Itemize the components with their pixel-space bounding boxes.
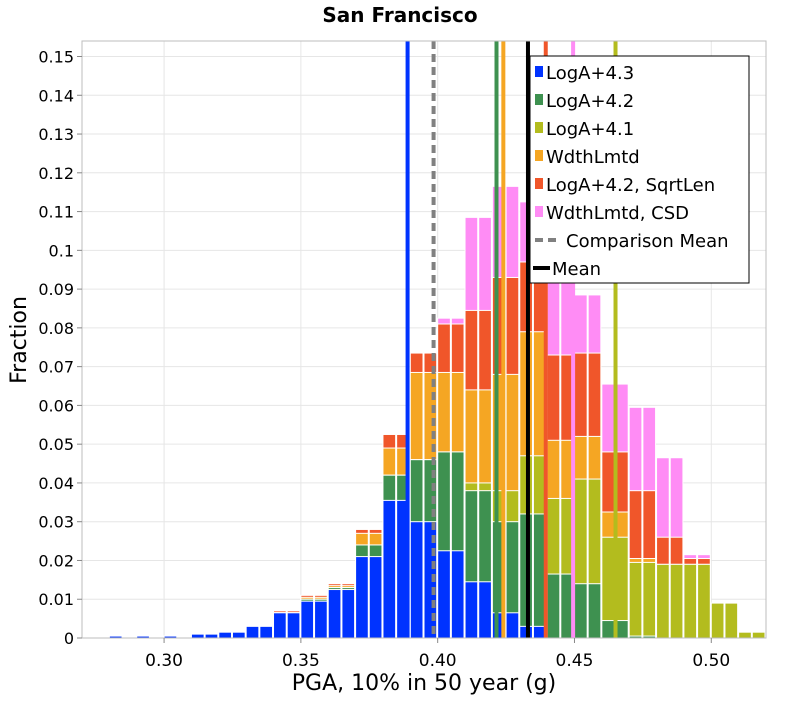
bar-loga-4-2 <box>546 573 561 639</box>
y-axis-ticks: 0 0.01 0.02 0.03 0.04 0.05 0.06 0.07 0.08 0.09 0.1… <box>38 48 82 648</box>
bar-loga-4-3 <box>245 625 260 639</box>
bar-loga-4-3 <box>314 600 328 639</box>
bar-loga-4-1 <box>669 563 684 639</box>
y-tick-label: 0.15 <box>38 48 74 67</box>
bar-loga-4-3 <box>341 589 356 639</box>
x-tick-label: 0.30 <box>145 651 183 671</box>
y-tick-label: 0.06 <box>38 396 74 415</box>
bar-loga-4-3 <box>327 589 342 639</box>
y-tick-label: 0.05 <box>38 435 74 454</box>
y-tick-label: 0.12 <box>38 164 74 183</box>
bar-loga-4-3 <box>505 612 520 639</box>
y-tick-label: 0.01 <box>38 590 74 609</box>
legend-label: WdthLmtd <box>546 147 640 168</box>
bar-loga-4-1 <box>642 561 657 639</box>
bar-loga-4-1 <box>724 602 739 639</box>
bar-loga-4-1 <box>683 563 698 639</box>
legend: LogA+4.3 LogA+4.2 LogA+4.1 WdthLmtd LogA+4.2… <box>529 55 750 284</box>
bar-loga-4-3 <box>218 631 232 639</box>
bar-loga-4-1 <box>656 563 670 639</box>
bar-loga-4-1 <box>710 602 725 639</box>
x-tick-label: 0.35 <box>282 651 320 671</box>
legend-label: LogA+4.3 <box>546 63 634 84</box>
bar-loga-4-3 <box>437 550 451 639</box>
legend-swatch <box>535 150 543 161</box>
plot-frame <box>81 40 767 639</box>
legend-label: LogA+4.2 <box>546 91 634 112</box>
legend-box <box>529 55 750 284</box>
legend-label: LogA+4.1 <box>546 119 634 140</box>
bar-loga-4-3 <box>464 581 479 639</box>
bar-loga-4-3 <box>190 633 205 639</box>
bar-loga-4-3 <box>382 499 397 639</box>
legend-swatch <box>535 94 543 105</box>
bar-loga-4-3 <box>300 600 315 639</box>
legend-swatch <box>535 178 543 189</box>
bar-loga-4-1 <box>697 563 711 639</box>
bar-loga-4-1 <box>628 561 643 639</box>
bar-loga-4-3 <box>409 521 424 639</box>
legend-label: WdthLmtd, CSD <box>546 203 689 224</box>
bar-loga-4-3 <box>286 612 301 639</box>
legend-label: Comparison Mean <box>566 231 729 252</box>
y-tick-label: 0.11 <box>38 203 74 222</box>
y-tick-label: 0.13 <box>38 125 74 144</box>
legend-label: Mean <box>552 259 601 280</box>
y-tick-label: 0.02 <box>38 551 74 570</box>
y-tick-label: 0.07 <box>38 358 74 377</box>
chart-title: San Francisco <box>322 3 477 27</box>
x-axis-ticks: 0.30 0.35 0.40 0.45 0.50 <box>145 638 730 671</box>
bar-loga-4-3 <box>450 550 465 639</box>
bar-loga-4-1 <box>751 631 766 639</box>
bar-loga-4-2 <box>601 620 616 639</box>
legend-swatch <box>535 122 543 133</box>
legend-label: LogA+4.2, SqrtLen <box>546 175 715 196</box>
bar-loga-4-3 <box>368 556 383 639</box>
bar-loga-4-1 <box>738 631 752 639</box>
bar-loga-4-2 <box>587 583 602 639</box>
y-tick-label: 0.03 <box>38 513 74 532</box>
y-axis-label: Fraction <box>7 296 32 384</box>
bar-loga-4-3 <box>273 612 287 639</box>
x-axis-label: PGA, 10% in 50 year (g) <box>292 671 556 696</box>
y-tick-label: 0 <box>64 629 74 648</box>
legend-swatch <box>535 66 543 77</box>
y-tick-label: 0.04 <box>38 474 74 493</box>
bar-loga-4-2 <box>573 583 588 639</box>
bar-loga-4-3 <box>204 633 219 639</box>
x-tick-label: 0.40 <box>419 651 457 671</box>
y-tick-label: 0.09 <box>38 280 74 299</box>
bar-loga-4-3 <box>259 625 274 639</box>
bar-loga-4-3 <box>478 581 492 639</box>
y-tick-label: 0.14 <box>38 86 74 105</box>
x-tick-label: 0.50 <box>692 651 730 671</box>
bar-loga-4-3 <box>355 556 369 639</box>
legend-swatch <box>535 206 543 217</box>
y-tick-label: 0.1 <box>49 241 74 260</box>
bar-loga-4-3 <box>231 631 246 639</box>
x-tick-label: 0.45 <box>556 651 594 671</box>
y-tick-label: 0.08 <box>38 319 74 338</box>
